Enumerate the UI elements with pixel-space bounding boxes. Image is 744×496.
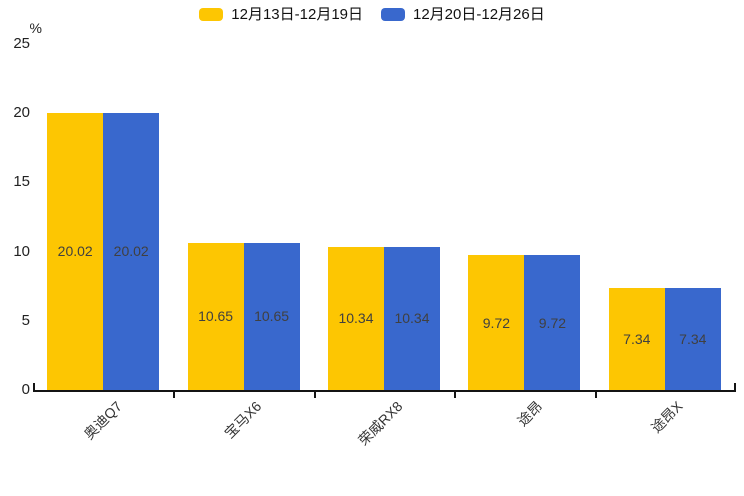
legend: 12月13日-12月19日 12月20日-12月26日 <box>0 7 744 22</box>
bar-series1-cat1[interactable]: 20.02 <box>47 112 104 390</box>
x-axis-right-endcap <box>734 383 736 391</box>
y-axis-tick-label: 25 <box>13 35 30 52</box>
bar-value-label: 10.65 <box>254 308 290 325</box>
bar-series1-cat3[interactable]: 10.34 <box>328 246 384 390</box>
bar-value-label: 7.34 <box>679 331 707 348</box>
y-axis-unit-label: % <box>29 20 42 36</box>
bar-value-label: 10.65 <box>198 308 234 325</box>
bar-value-label: 7.34 <box>623 331 651 348</box>
legend-label-series1: 12月13日-12月19日 <box>231 6 363 23</box>
y-axis-tick-label: 0 <box>21 381 30 398</box>
y-axis-tick-label: 5 <box>21 311 30 329</box>
x-axis-left-endcap <box>33 383 35 391</box>
legend-item-series2[interactable]: 12月20日-12月26日 <box>381 7 545 22</box>
x-axis-tick <box>173 392 176 398</box>
bar-series2-cat1[interactable]: 20.02 <box>103 112 160 390</box>
x-axis-category-label: 奥迪Q7 <box>80 398 125 443</box>
bar-value-label: 10.34 <box>338 310 374 327</box>
y-axis-tick-label: 20 <box>13 104 30 122</box>
legend-item-series1[interactable]: 12月13日-12月19日 <box>199 7 363 22</box>
bar-series2-cat5[interactable]: 7.34 <box>664 288 721 390</box>
x-axis-tick <box>594 392 597 398</box>
bar-value-label: 9.72 <box>482 314 511 331</box>
x-axis-category-label: 荣威RX8 <box>354 398 406 449</box>
bar-series1-cat5[interactable]: 7.34 <box>608 288 665 390</box>
bar-series2-cat2[interactable]: 10.65 <box>243 242 300 390</box>
bar-value-label: 9.72 <box>538 314 567 331</box>
x-axis-tick <box>313 392 316 398</box>
x-axis-line <box>33 390 736 392</box>
x-axis-category-label: 宝马X6 <box>221 398 265 442</box>
x-axis-category-label: 途昂 <box>514 398 546 430</box>
legend-swatch-series1-icon <box>199 8 224 21</box>
bar-value-label: 20.02 <box>57 243 93 260</box>
x-axis-tick <box>454 392 457 398</box>
bar-value-label: 20.02 <box>113 243 149 260</box>
bar-series1-cat4[interactable]: 9.72 <box>468 255 525 390</box>
legend-swatch-series2-icon <box>381 8 405 21</box>
bar-value-label: 10.34 <box>394 310 430 327</box>
bar-series2-cat3[interactable]: 10.34 <box>384 246 440 390</box>
y-axis-tick-label: 10 <box>13 242 30 260</box>
x-axis-category-label: 途昂X <box>648 398 687 436</box>
legend-label-series2: 12月20日-12月26日 <box>413 6 545 23</box>
y-axis-tick-label: 15 <box>13 173 30 191</box>
bar-series2-cat4[interactable]: 9.72 <box>524 255 581 390</box>
bar-series1-cat2[interactable]: 10.65 <box>187 242 244 390</box>
